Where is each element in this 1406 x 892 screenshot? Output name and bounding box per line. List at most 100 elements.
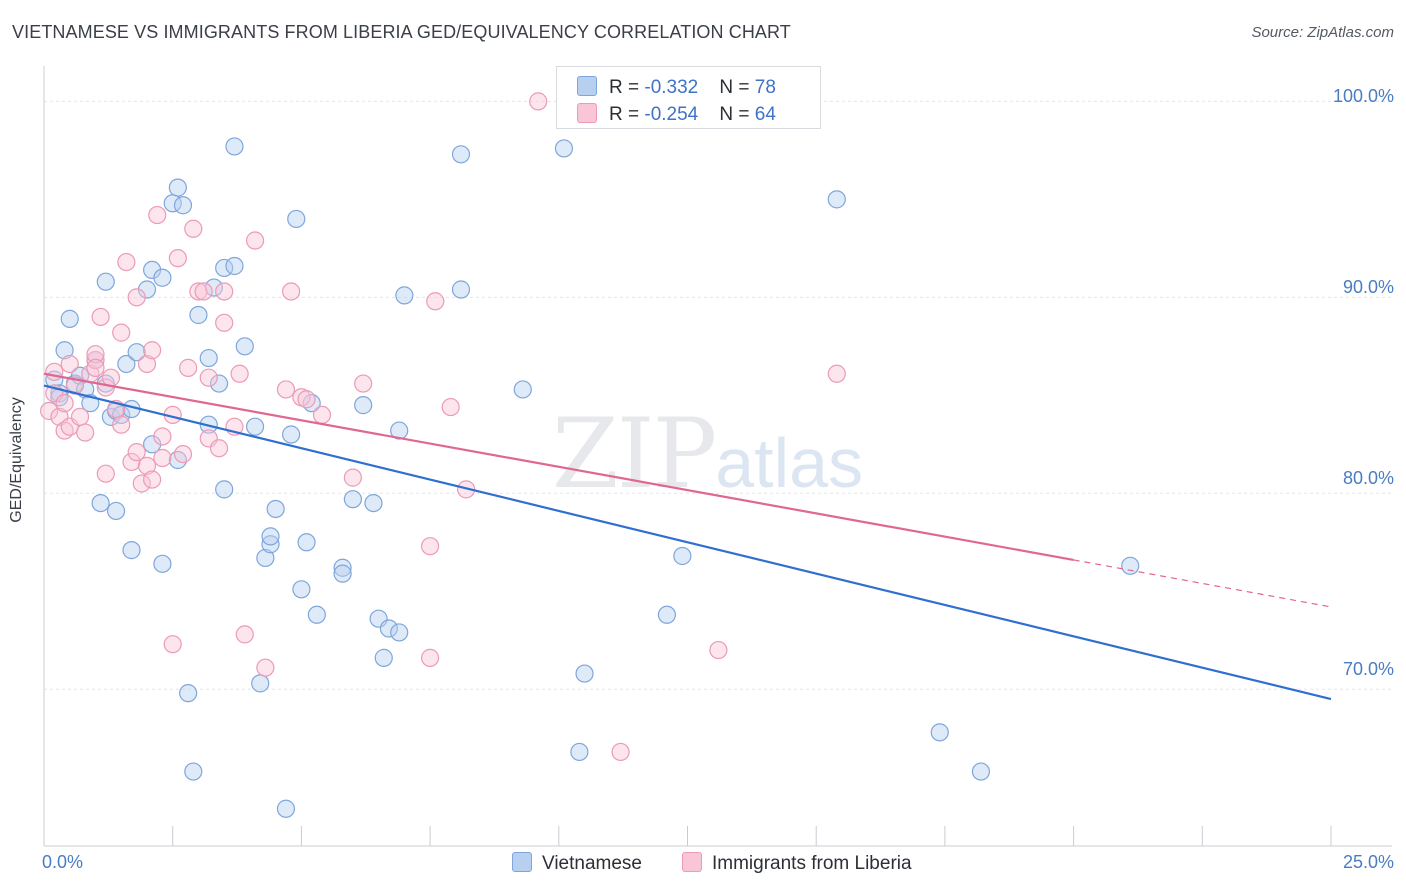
y-tick-label: 100.0% (1332, 86, 1394, 106)
vietnamese-point (287, 209, 306, 229)
liberia-point (426, 292, 445, 311)
liberia-point (55, 394, 74, 413)
liberia-point (282, 282, 301, 301)
vietnamese-point (55, 341, 74, 360)
legend-item-vietnamese[interactable]: Vietnamese (512, 852, 642, 875)
vietnamese-point (333, 564, 352, 583)
source-credit: Source: ZipAtlas.com (1251, 24, 1394, 41)
liberia-point (117, 252, 136, 272)
vietnamese-point (276, 799, 296, 818)
liberia-point (184, 219, 203, 238)
legend-n-label: N = (719, 77, 755, 98)
vietnamese-point (96, 272, 115, 291)
y-axis-label: GED/Equivalency (8, 397, 25, 523)
liberia-point (91, 307, 110, 327)
liberia-point (112, 415, 131, 434)
vietnamese-point (395, 286, 414, 305)
vietnamese-point (153, 554, 172, 573)
liberia-point (168, 249, 187, 268)
vietnamese-point (199, 348, 218, 368)
liberia-trend-extension (1073, 559, 1332, 608)
liberia-point (421, 648, 440, 667)
liberia-point (70, 407, 90, 426)
liberia-point (132, 474, 151, 493)
liberia-point (312, 405, 332, 425)
y-tick-label: 80.0% (1342, 468, 1394, 488)
chart-title: VIETNAMESE VS IMMIGRANTS FROM LIBERIA GE… (12, 22, 791, 42)
legend-n-value: 78 (754, 77, 776, 98)
liberia-point (235, 625, 254, 644)
liberia-point (173, 445, 193, 464)
vietnamese-point (390, 623, 409, 642)
vietnamese-point (971, 762, 991, 781)
legend-label: Immigrants from Liberia (712, 853, 912, 874)
liberia-point (354, 374, 373, 393)
liberia-point (76, 423, 95, 442)
trend-lines (43, 372, 1332, 701)
liberia-point (230, 364, 249, 383)
vietnamese-point (179, 684, 198, 703)
liberia-point (215, 282, 234, 301)
axes (43, 66, 1392, 847)
legend-swatch-pink (577, 103, 597, 123)
y-tick-label: 70.0% (1342, 659, 1394, 679)
vietnamese-point (209, 374, 229, 393)
liberia-point (441, 397, 460, 417)
liberia-point (611, 742, 630, 762)
vietnamese-point (225, 256, 244, 276)
vietnamese-point (184, 762, 203, 781)
liberia-point (127, 443, 146, 462)
vietnamese-point (930, 723, 949, 742)
vietnamese-point (343, 490, 362, 509)
liberia-point (143, 341, 162, 360)
liberia-point (189, 282, 208, 301)
vietnamese-point (235, 337, 254, 356)
vietnamese-point (127, 343, 146, 362)
vietnamese-point (379, 619, 399, 638)
vietnamese-point (60, 309, 79, 328)
series-liberia-points (40, 92, 846, 762)
vietnamese-point (261, 535, 280, 554)
legend-swatch-blue (577, 76, 597, 96)
vietnamese-point (215, 480, 234, 499)
vietnamese-point (245, 417, 265, 436)
correlation-legend: R = -0.332 N = 78 R = -0.254 N = 64 (556, 66, 821, 129)
vietnamese-point (554, 139, 574, 158)
liberia-point (179, 358, 198, 377)
liberia-point (215, 313, 234, 332)
liberia-point (343, 468, 362, 487)
x-tick-label-min: 0.0% (42, 852, 84, 872)
legend-r-value: -0.332 (644, 77, 699, 98)
vietnamese-point (513, 380, 532, 399)
legend-r-label: R = (609, 104, 645, 125)
vietnamese-point (292, 580, 311, 599)
liberia-point (529, 92, 548, 111)
vietnamese-point (168, 450, 187, 470)
vietnamese-trend-line (43, 384, 1332, 701)
vietnamese-point (282, 425, 301, 444)
vietnamese-point (570, 742, 589, 762)
vietnamese-point (106, 501, 126, 521)
vietnamese-point (251, 674, 270, 693)
legend-item-liberia[interactable]: Immigrants from Liberia (682, 852, 912, 875)
liberia-point (194, 282, 213, 301)
liberia-point (127, 288, 146, 307)
y-tick-label: 90.0% (1342, 277, 1394, 297)
vietnamese-point (168, 178, 187, 197)
liberia-point (112, 323, 131, 342)
liberia-point (709, 640, 728, 660)
vietnamese-point (827, 190, 846, 209)
vietnamese-point (225, 137, 244, 156)
legend-swatch-pink (682, 852, 702, 872)
liberia-point (163, 635, 182, 654)
legend-r-value: -0.254 (644, 104, 699, 125)
liberia-point (199, 368, 218, 387)
series-legend: Vietnamese Immigrants from Liberia (0, 852, 1406, 878)
legend-label: Vietnamese (542, 853, 642, 874)
liberia-point (245, 231, 265, 250)
grid-lines (44, 100, 1391, 690)
vietnamese-point (451, 280, 471, 299)
vietnamese-point (374, 648, 393, 667)
liberia-point (40, 401, 59, 421)
vietnamese-point (657, 605, 677, 624)
